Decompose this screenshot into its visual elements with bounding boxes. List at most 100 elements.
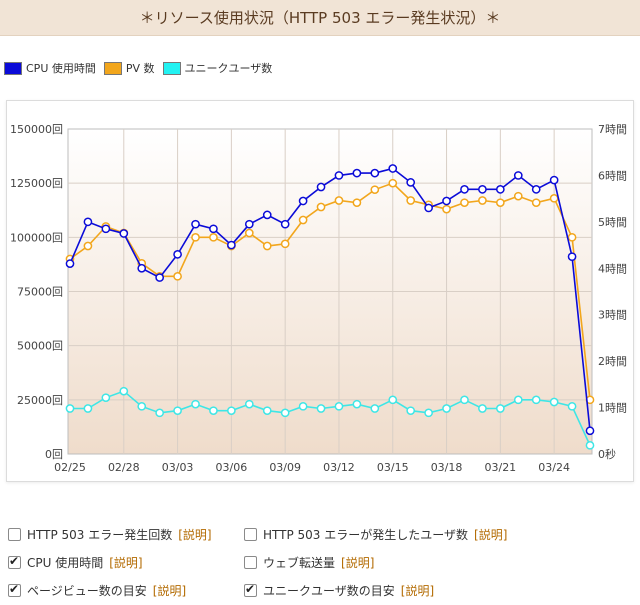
data-point: [388, 178, 398, 188]
option-pageviews[interactable]: ページビュー数の目安 [説明]: [8, 582, 186, 599]
data-point: [495, 185, 505, 194]
data-point: [173, 271, 182, 281]
data-point: [334, 196, 344, 205]
legend-label-cpu: CPU 使用時間: [26, 62, 96, 75]
page-title: ＊リソース使用状況（HTTP 503 エラー発生状況）＊: [0, 0, 640, 36]
data-point: [352, 198, 362, 208]
x-axis-tick-label: 03/15: [377, 461, 409, 474]
x-axis-tick-label: 02/25: [54, 461, 86, 474]
option-unique-users[interactable]: ユニークユーザ数の目安 [説明]: [244, 582, 434, 599]
right-axis-tick-label: 1時間: [598, 402, 627, 415]
x-axis-tick-label: 03/21: [484, 461, 516, 474]
data-point: [244, 228, 254, 238]
data-point: [65, 404, 75, 413]
legend-swatch-unique-users: [162, 61, 181, 75]
data-point: [137, 263, 147, 273]
data-point: [227, 240, 236, 250]
data-point: [549, 175, 559, 185]
data-point: [173, 406, 182, 416]
data-point: [316, 182, 326, 192]
data-point: [209, 406, 218, 416]
legend-item-pv[interactable]: PV 数: [103, 60, 155, 76]
option-web-transfer[interactable]: ウェブ転送量 [説明]: [244, 554, 374, 571]
data-point: [388, 395, 398, 405]
right-axis-tick-label: 4時間: [598, 262, 627, 275]
data-point: [83, 404, 93, 413]
help-link-web-transfer[interactable]: [説明]: [341, 556, 375, 570]
left-axis-tick-label: 100000回: [10, 231, 63, 244]
legend-label-pv: PV 数: [125, 62, 155, 75]
x-axis-tick-label: 03/12: [323, 461, 355, 474]
data-point: [460, 185, 469, 194]
x-axis-tick-label: 03/09: [269, 461, 301, 474]
data-point: [531, 198, 541, 208]
data-point: [388, 164, 398, 173]
data-point: [567, 232, 577, 242]
option-label-http503-users: HTTP 503 エラーが発生したユーザ数: [263, 528, 469, 542]
data-point: [262, 210, 272, 220]
resource-chart: 0回 25000回 50000回 75000回 100000回 125000回 150000…: [10, 123, 627, 474]
checkbox-unique-users[interactable]: [244, 582, 257, 597]
data-point: [478, 185, 487, 194]
left-axis-tick-label: 125000回: [10, 177, 63, 190]
data-point: [567, 252, 577, 262]
data-point: [460, 395, 469, 405]
data-point: [406, 196, 416, 205]
data-point: [280, 239, 290, 249]
option-http503-count[interactable]: HTTP 503 エラー発生回数 [説明]: [8, 526, 212, 543]
data-point: [191, 232, 200, 242]
checkbox-web-transfer[interactable]: [244, 556, 257, 569]
x-axis-tick-label: 02/28: [108, 461, 140, 474]
help-link-cpu-time[interactable]: [説明]: [109, 556, 143, 570]
data-point: [352, 168, 362, 178]
help-link-pageviews[interactable]: [説明]: [152, 584, 187, 598]
option-http503-users[interactable]: HTTP 503 エラーが発生したユーザ数 [説明]: [244, 526, 507, 543]
data-point: [227, 406, 236, 416]
right-axis-tick-label: 7時間: [598, 123, 627, 136]
data-point: [495, 404, 505, 413]
data-point: [406, 406, 416, 416]
data-point: [298, 196, 308, 206]
data-point: [513, 395, 523, 405]
legend-item-cpu[interactable]: CPU 使用時間: [4, 60, 96, 76]
data-point: [316, 202, 326, 212]
option-cpu-time[interactable]: CPU 使用時間 [説明]: [8, 554, 143, 571]
data-point: [442, 404, 451, 413]
data-point: [101, 393, 111, 403]
data-point: [334, 401, 344, 411]
data-point: [298, 215, 308, 225]
help-link-http503-users[interactable]: [説明]: [474, 528, 508, 542]
legend-swatch-cpu: [4, 61, 22, 75]
data-point: [549, 193, 559, 203]
data-point: [244, 399, 254, 409]
data-point: [370, 185, 380, 195]
data-point: [119, 229, 129, 238]
right-axis-tick-label: 5時間: [598, 216, 627, 229]
data-point: [460, 198, 469, 208]
data-point: [424, 408, 433, 418]
legend-item-unique-users[interactable]: ユニークユーザ数: [162, 60, 272, 76]
checkbox-cpu-time[interactable]: [8, 554, 21, 569]
x-axis-tick-label: 03/03: [162, 461, 194, 474]
data-point: [424, 203, 433, 213]
option-label-unique-users: ユニークユーザ数の目安: [263, 584, 395, 598]
data-point: [316, 404, 326, 413]
data-point: [173, 250, 182, 259]
data-point: [406, 178, 416, 187]
left-axis-tick-label: 50000回: [17, 340, 63, 353]
help-link-unique-users[interactable]: [説明]: [400, 584, 435, 598]
data-point: [478, 196, 487, 205]
data-point: [531, 185, 541, 194]
option-label-pageviews: ページビュー数の目安: [27, 584, 147, 598]
left-axis-tick-label: 0回: [45, 448, 63, 461]
checkbox-http503-count[interactable]: [8, 528, 21, 541]
help-link-http503-count[interactable]: [説明]: [178, 528, 212, 542]
checkbox-http503-users[interactable]: [244, 528, 257, 541]
x-axis-tick-label: 03/18: [431, 461, 463, 474]
data-point: [513, 191, 523, 201]
checkbox-pageviews[interactable]: [8, 582, 21, 597]
data-point: [83, 241, 93, 251]
data-point: [280, 219, 290, 229]
data-point: [585, 440, 595, 450]
right-axis-tick-label: 6時間: [598, 169, 627, 182]
